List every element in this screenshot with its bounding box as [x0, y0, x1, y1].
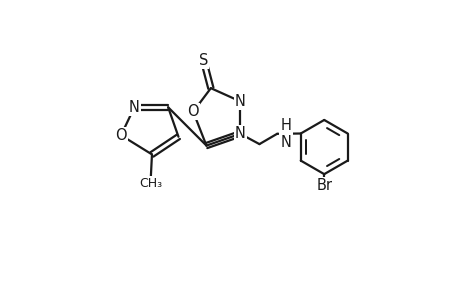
Text: N: N	[235, 126, 245, 141]
Text: S: S	[198, 53, 208, 68]
Text: H
N: H N	[280, 118, 291, 150]
Text: N: N	[129, 100, 140, 115]
Text: O: O	[187, 104, 199, 119]
Text: CH₃: CH₃	[139, 177, 162, 190]
Text: N: N	[235, 94, 245, 109]
Text: O: O	[115, 128, 127, 143]
Text: Br: Br	[315, 178, 331, 194]
